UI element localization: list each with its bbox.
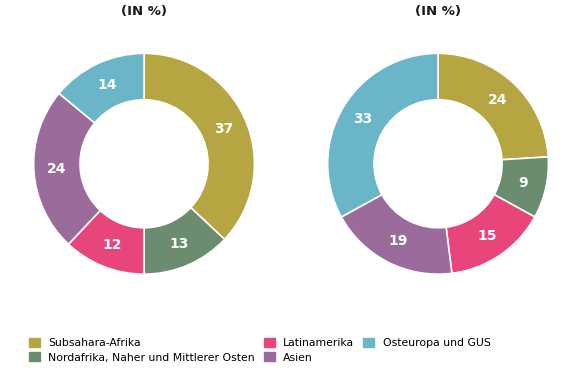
Legend: Subsahara-Afrika, Nordafrika, Naher und Mittlerer Osten, Latinamerika, Asien, Os: Subsahara-Afrika, Nordafrika, Naher und … (29, 338, 490, 362)
Text: 15: 15 (477, 229, 497, 243)
Wedge shape (59, 53, 144, 123)
Wedge shape (446, 195, 535, 273)
Text: 13: 13 (169, 237, 188, 251)
Text: 14: 14 (97, 78, 116, 92)
Wedge shape (144, 208, 225, 274)
Wedge shape (34, 93, 100, 244)
Text: 24: 24 (47, 162, 67, 176)
Wedge shape (438, 53, 548, 160)
Text: 9: 9 (519, 176, 528, 190)
Wedge shape (328, 53, 438, 217)
Wedge shape (494, 157, 549, 217)
Wedge shape (341, 195, 452, 274)
Text: 37: 37 (215, 122, 233, 136)
Text: 12: 12 (102, 238, 122, 252)
Wedge shape (144, 53, 255, 239)
Title: DEZA BILATERAL
GEOGRAFISCHE
AUFTEILUNG 2015
(IN %): DEZA BILATERAL GEOGRAFISCHE AUFTEILUNG 2… (76, 0, 212, 18)
Text: 24: 24 (488, 93, 507, 107)
Wedge shape (68, 210, 144, 274)
Text: 19: 19 (389, 234, 408, 248)
Text: 33: 33 (353, 112, 373, 126)
Title: SECO BILATERAL
GEOGRAFISCHE
AUFTEILUNG 2015
(IN %): SECO BILATERAL GEOGRAFISCHE AUFTEILUNG 2… (370, 0, 506, 18)
